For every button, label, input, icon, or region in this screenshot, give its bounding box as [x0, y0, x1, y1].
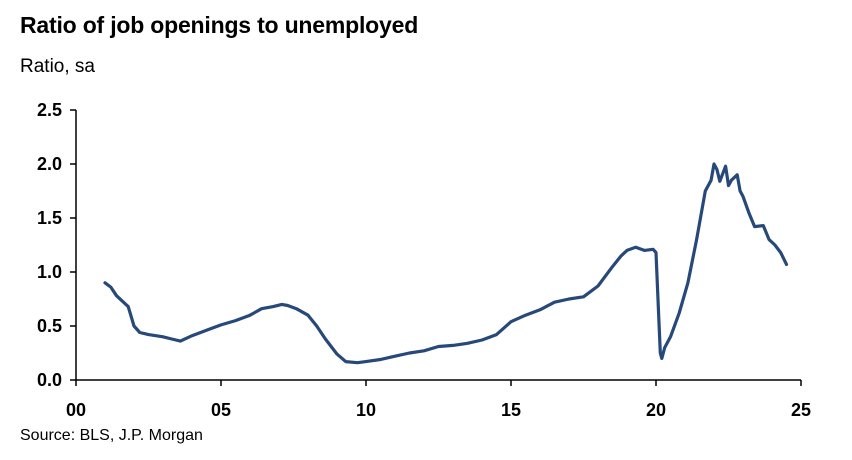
x-tick-label: 10 — [356, 400, 376, 420]
series-layer — [103, 162, 789, 365]
data-point — [670, 336, 671, 338]
y-axis: 0.0 0.5 1.0 1.5 2.0 2.5 — [37, 100, 77, 390]
data-point — [725, 165, 727, 167]
data-point — [179, 340, 181, 342]
y-tick-label: 1.5 — [37, 208, 62, 228]
series-line — [103, 162, 789, 365]
data-point — [525, 314, 526, 316]
chart-subtitle: Ratio, sa — [20, 56, 95, 77]
data-point — [452, 344, 454, 346]
data-point — [780, 252, 782, 254]
data-point — [162, 336, 164, 338]
data-point — [768, 239, 770, 241]
data-point — [206, 329, 207, 331]
data-point — [281, 303, 283, 305]
data-point — [716, 168, 718, 170]
data-point — [655, 252, 657, 254]
data-point — [409, 352, 410, 354]
data-point — [742, 195, 744, 197]
data-point — [467, 342, 468, 344]
data-point — [661, 357, 663, 359]
source-note: Source: BLS, J.P. Morgan — [20, 427, 203, 444]
data-point — [658, 320, 660, 322]
data-point — [762, 225, 764, 227]
x-tick-label: 00 — [66, 400, 86, 420]
y-tick-label: 1.0 — [37, 262, 62, 282]
data-point — [307, 314, 309, 316]
data-point — [139, 331, 141, 333]
x-axis: 00 05 10 15 20 25 — [66, 379, 811, 420]
data-point — [704, 190, 706, 192]
data-point — [316, 325, 318, 327]
data-point — [481, 339, 483, 341]
data-point — [235, 320, 236, 322]
data-point — [786, 263, 787, 265]
data-point — [380, 358, 381, 360]
data-point — [116, 295, 118, 297]
data-point — [678, 312, 680, 314]
data-point — [748, 212, 750, 214]
data-point — [554, 301, 555, 303]
data-point — [719, 180, 721, 182]
data-point — [583, 296, 584, 298]
data-point — [287, 304, 289, 306]
data-point — [710, 179, 712, 181]
data-point — [696, 239, 698, 241]
data-point — [220, 324, 222, 326]
data-point — [730, 179, 732, 181]
y-tick-label: 0.5 — [37, 316, 62, 336]
data-point — [510, 321, 512, 323]
y-tick-label: 2.0 — [37, 154, 62, 174]
x-tick-label: 20 — [646, 400, 666, 420]
data-point — [345, 361, 347, 363]
data-point — [739, 190, 741, 192]
data-point — [365, 361, 367, 363]
data-point — [652, 248, 654, 250]
y-tick-label: 0.0 — [37, 370, 62, 390]
data-point — [754, 226, 756, 228]
data-point — [127, 306, 129, 308]
data-point — [272, 306, 274, 308]
data-point — [664, 347, 666, 349]
data-point — [612, 266, 613, 268]
data-point — [687, 282, 689, 284]
data-point — [261, 308, 263, 310]
data-point — [356, 362, 358, 364]
data-point — [394, 355, 396, 357]
data-point — [643, 249, 645, 251]
data-point — [438, 346, 439, 348]
data-point — [121, 300, 123, 302]
x-tick-label: 05 — [211, 400, 231, 420]
data-point — [568, 298, 570, 300]
data-point — [713, 163, 715, 165]
data-point — [620, 255, 622, 257]
data-point — [148, 334, 149, 336]
data-point — [774, 244, 776, 246]
data-point — [191, 335, 193, 337]
data-point — [423, 350, 425, 352]
data-point — [133, 325, 135, 327]
data-point — [597, 285, 599, 287]
data-point — [736, 174, 738, 176]
data-point — [626, 249, 628, 251]
data-point — [104, 282, 106, 284]
data-point — [249, 314, 251, 316]
data-point — [635, 246, 637, 248]
x-tick-label: 15 — [501, 400, 521, 420]
data-point — [539, 309, 541, 311]
data-point — [324, 338, 326, 340]
data-point — [336, 353, 338, 355]
data-point — [171, 338, 173, 340]
data-point — [496, 334, 497, 336]
y-tick-label: 2.5 — [37, 100, 62, 120]
data-point — [728, 185, 729, 187]
data-point — [295, 308, 297, 310]
data-point — [110, 286, 112, 288]
chart-title: Ratio of job openings to unemployed — [20, 12, 419, 38]
data-point — [659, 352, 661, 354]
x-tick-label: 25 — [791, 400, 811, 420]
